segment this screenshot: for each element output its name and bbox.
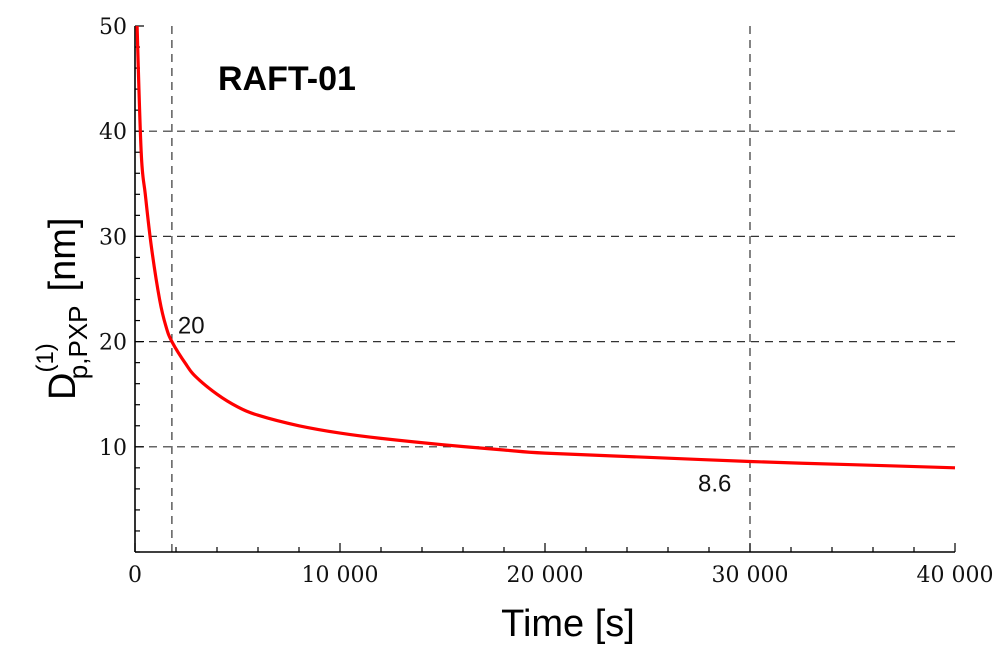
annotation-label: 8.6	[698, 471, 731, 498]
x-axis-title: Time [s]	[501, 603, 635, 645]
annotations: 208.6	[178, 313, 731, 498]
x-tick-label: 30 000	[712, 563, 789, 588]
chart-title: RAFT-01	[218, 60, 356, 98]
y-axis-title-unit: [nm]	[42, 218, 84, 292]
x-tick-label: 40 000	[917, 563, 994, 588]
y-tick-label: 30	[99, 225, 127, 250]
grid-lines	[135, 130, 955, 448]
y-tick-label: 40	[99, 120, 127, 145]
x-tick-label: 0	[128, 563, 142, 588]
annotation-label: 20	[178, 313, 205, 340]
y-axis-title-superscript: (1)	[32, 343, 59, 372]
series	[135, 25, 956, 470]
x-tick-label: 10 000	[302, 563, 379, 588]
reference-lines	[171, 26, 751, 552]
y-tick-label: 10	[99, 436, 127, 461]
axes	[134, 26, 955, 553]
y-axis-title-base: D	[42, 373, 84, 400]
svg-text:D(1)p,PXP[nm]: D(1) p,PXP [nm]	[32, 218, 93, 400]
series-line	[135, 25, 956, 470]
y-axis-title-subscript: p,PXP	[63, 305, 93, 379]
y-axis-title: D(1) p,PXP [nm]	[32, 218, 93, 400]
x-tick-label: 20 000	[507, 563, 584, 588]
y-tick-label: 20	[99, 331, 127, 356]
y-tick-label: 50	[99, 15, 127, 40]
ticks: 0 10 000 20 000 30 000 40 000 10 20 30 40 50	[99, 15, 993, 588]
